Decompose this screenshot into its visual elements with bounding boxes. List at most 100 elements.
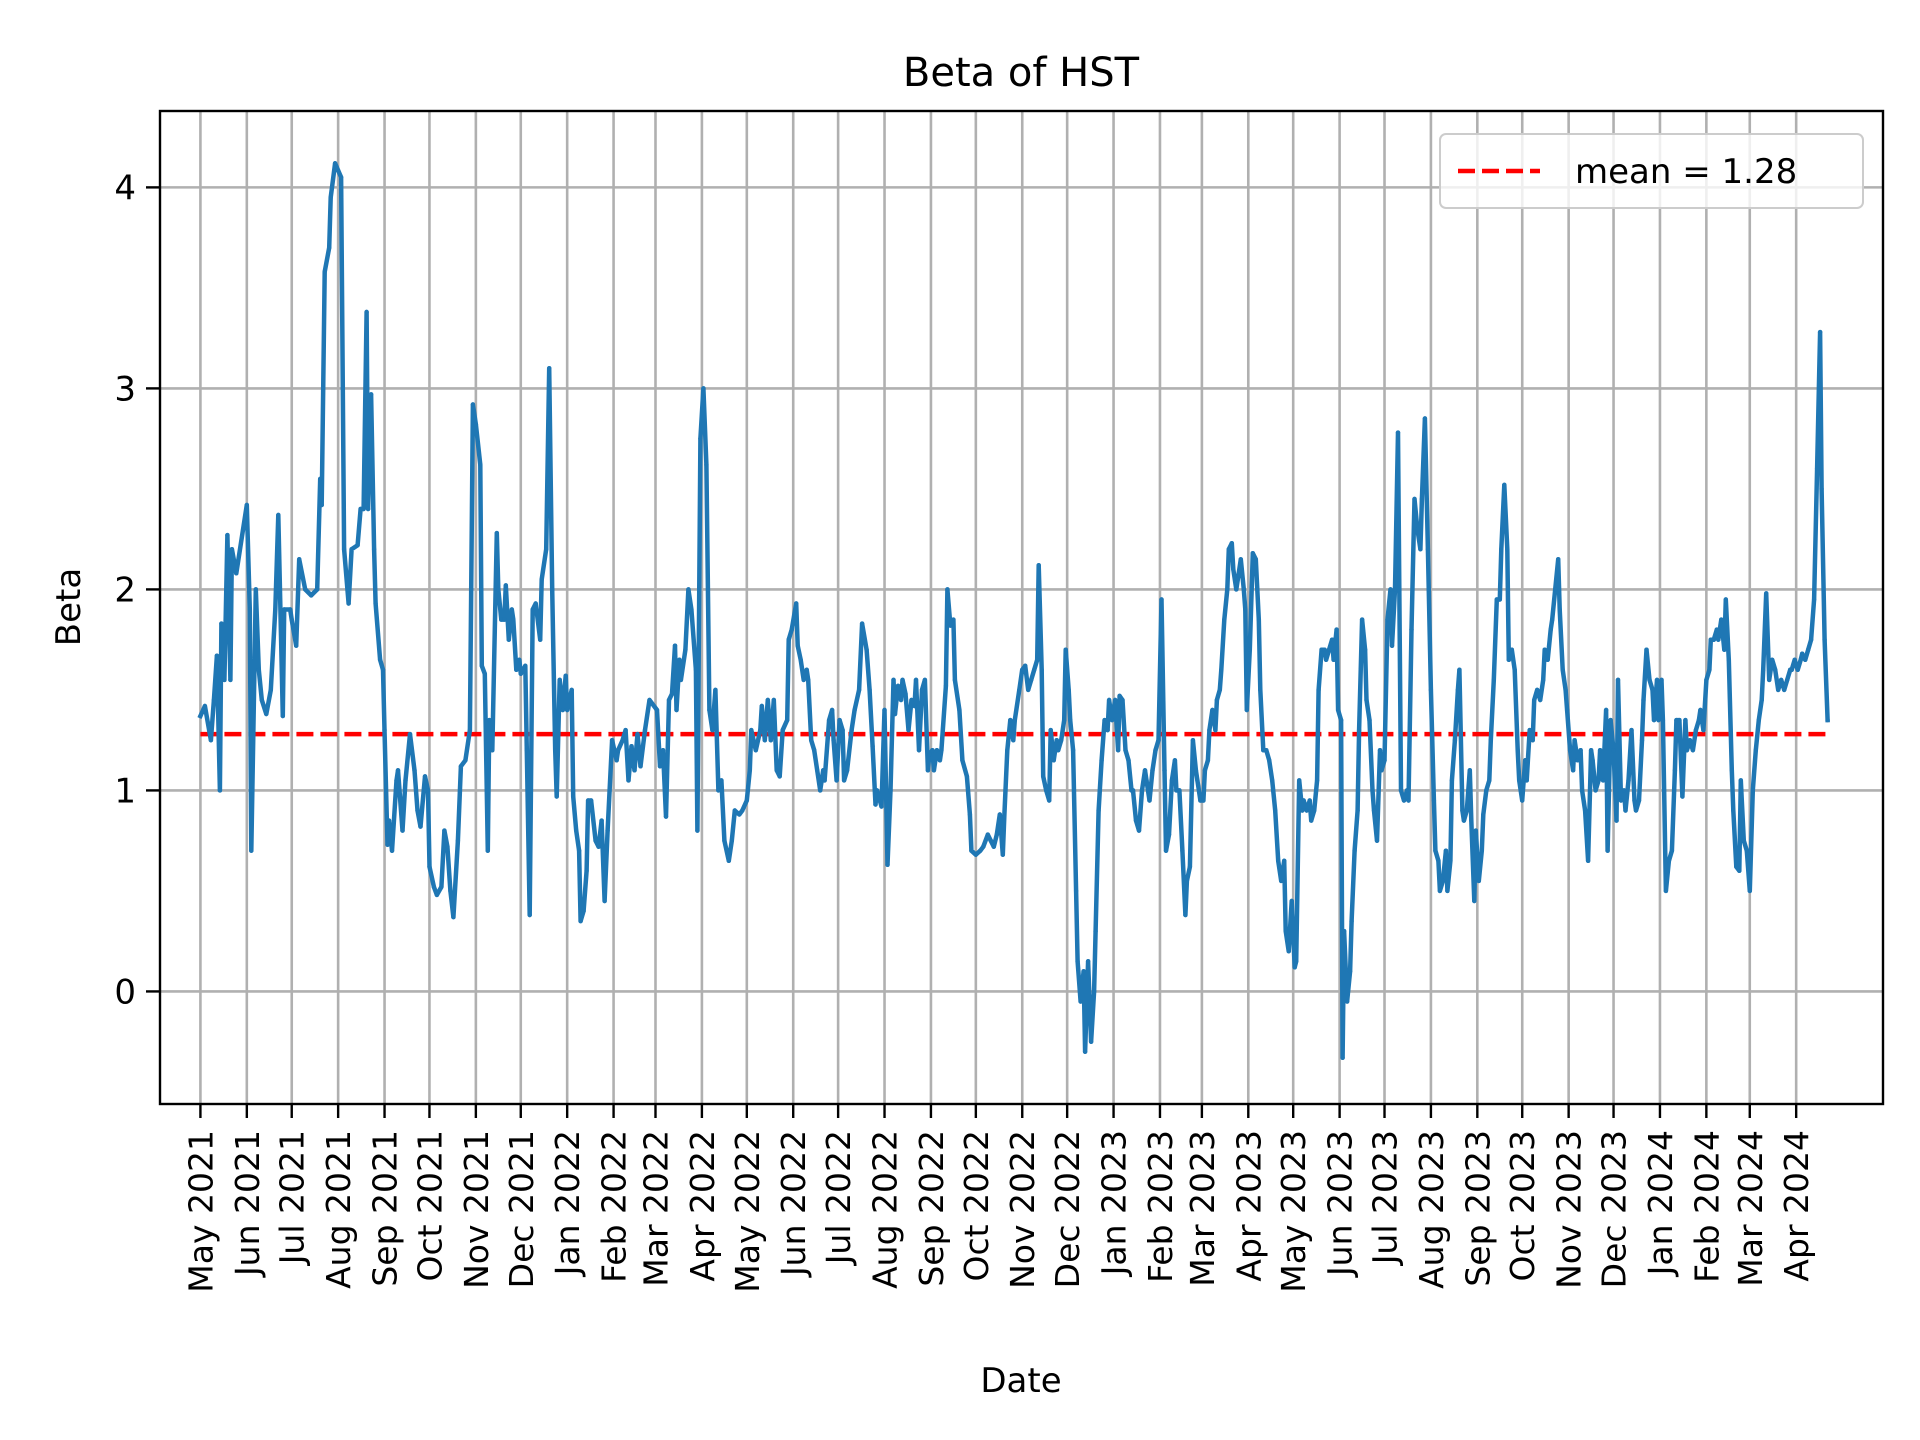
data-point	[1560, 667, 1565, 672]
data-point	[1039, 667, 1044, 672]
data-point	[1747, 888, 1753, 894]
data-point	[1761, 667, 1766, 672]
data-point	[1412, 496, 1417, 502]
data-point	[1048, 727, 1053, 733]
data-point	[1279, 878, 1284, 884]
data-point	[710, 727, 715, 733]
data-point	[1112, 697, 1118, 703]
data-point	[1270, 778, 1275, 783]
x-tick-label: Dec 2022	[1048, 1130, 1087, 1288]
data-point	[1102, 717, 1107, 723]
data-point	[1452, 738, 1458, 743]
data-point	[629, 744, 634, 749]
x-tick-label: May 2022	[728, 1130, 767, 1293]
data-point	[1825, 717, 1830, 723]
data-point	[1374, 838, 1380, 843]
data-point	[1117, 693, 1122, 699]
data-point	[355, 543, 360, 548]
data-point	[1776, 687, 1781, 693]
data-point	[1632, 798, 1637, 803]
data-point	[1250, 551, 1256, 556]
data-point	[1032, 667, 1037, 672]
data-point	[771, 697, 776, 703]
data-point	[490, 748, 495, 753]
data-point	[1530, 738, 1535, 743]
data-point	[1073, 888, 1079, 894]
data-point	[373, 601, 378, 606]
data-point	[1666, 858, 1672, 863]
data-point	[214, 653, 220, 658]
data-point	[1051, 758, 1056, 763]
data-point	[1267, 758, 1272, 763]
data-point	[394, 778, 399, 783]
data-point	[605, 828, 610, 833]
data-point	[919, 687, 925, 693]
data-point	[614, 758, 619, 763]
data-point	[1502, 482, 1507, 488]
data-point	[1264, 748, 1269, 753]
data-point	[952, 677, 958, 683]
data-point	[1120, 697, 1125, 703]
data-point	[228, 677, 233, 683]
data-point	[1542, 647, 1547, 652]
data-point	[1294, 959, 1299, 964]
legend-mean-label: mean = 1.28	[1575, 152, 1797, 192]
data-point	[1597, 748, 1603, 753]
data-point	[719, 778, 724, 783]
data-point	[1017, 687, 1022, 693]
data-point	[1229, 541, 1235, 546]
data-point	[623, 727, 628, 733]
data-point	[785, 717, 790, 723]
x-tick-label: Oct 2023	[1503, 1130, 1542, 1282]
x-tick-label: Dec 2023	[1595, 1130, 1634, 1288]
data-point	[518, 671, 523, 676]
data-point	[916, 748, 922, 753]
data-point	[338, 175, 344, 180]
data-point	[744, 798, 749, 803]
data-point	[747, 768, 752, 773]
data-point	[442, 828, 447, 833]
data-point	[1123, 748, 1128, 753]
data-point	[1144, 778, 1149, 783]
data-point	[1756, 717, 1762, 723]
data-point	[1714, 627, 1720, 632]
data-point	[1338, 717, 1344, 723]
data-point	[1445, 888, 1450, 894]
data-point	[737, 812, 742, 817]
data-point	[341, 547, 347, 552]
x-tick-label: Jul 2022	[819, 1130, 858, 1266]
data-point	[1520, 798, 1525, 803]
data-point	[1669, 848, 1675, 853]
data-point	[888, 788, 893, 793]
y-tick-label: 2	[114, 570, 136, 610]
x-axis-label: Date	[980, 1361, 1061, 1401]
data-point	[1404, 788, 1410, 793]
data-point	[841, 778, 847, 783]
data-point	[318, 476, 323, 482]
data-point	[729, 838, 734, 843]
data-point	[539, 577, 544, 582]
data-point	[1431, 798, 1437, 803]
data-point	[1136, 828, 1142, 833]
data-point	[1247, 647, 1253, 652]
data-point	[704, 462, 709, 467]
data-point	[229, 547, 235, 552]
data-point	[599, 818, 604, 823]
data-point	[1618, 798, 1624, 803]
data-point	[1029, 677, 1034, 683]
x-tick-label: Nov 2023	[1550, 1130, 1589, 1289]
data-point	[364, 309, 369, 315]
data-point	[774, 768, 779, 773]
data-point	[1575, 758, 1580, 763]
data-point	[198, 713, 203, 719]
data-point	[431, 884, 437, 890]
data-point	[795, 643, 800, 648]
series-group	[197, 161, 1830, 1061]
data-point	[809, 738, 814, 743]
data-point	[1779, 677, 1784, 683]
data-point	[1008, 717, 1013, 723]
data-point	[1639, 738, 1645, 743]
data-point	[759, 703, 764, 709]
data-point	[1323, 657, 1329, 662]
data-point	[660, 748, 666, 753]
